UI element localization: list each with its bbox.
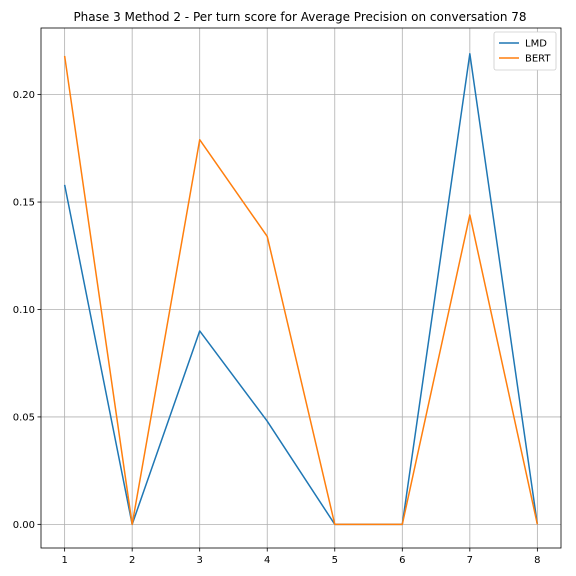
y-tick-label: 0.10 [13,305,35,316]
y-tick-label: 0.15 [13,198,35,209]
chart-title: Phase 3 Method 2 - Per turn score for Av… [73,10,526,24]
legend: LMD BERT [493,31,557,71]
legend-label-bert: BERT [525,54,551,65]
plot-area-frame [40,27,562,549]
series-lines [63,53,539,526]
x-tick-label: 6 [399,555,405,566]
x-tick-label: 3 [197,555,203,566]
x-tick-label: 7 [467,555,473,566]
series-line-bert [63,55,539,526]
legend-box [493,31,557,71]
x-tick-label: 1 [61,555,67,566]
x-tick-label: 5 [332,555,338,566]
axis-ticks: 1 2 3 4 5 6 7 8 0.00 0.05 0.10 0.15 0.20 [13,90,541,566]
y-tick-label: 0.05 [13,412,35,423]
x-tick-label: 8 [534,555,540,566]
y-tick-label: 0.00 [13,520,35,531]
grid [41,28,561,548]
series-line-lmd [63,53,539,526]
y-tick-label: 0.20 [13,90,35,101]
legend-label-lmd: LMD [525,39,547,50]
x-tick-label: 4 [264,555,270,566]
x-tick-label: 2 [129,555,135,566]
